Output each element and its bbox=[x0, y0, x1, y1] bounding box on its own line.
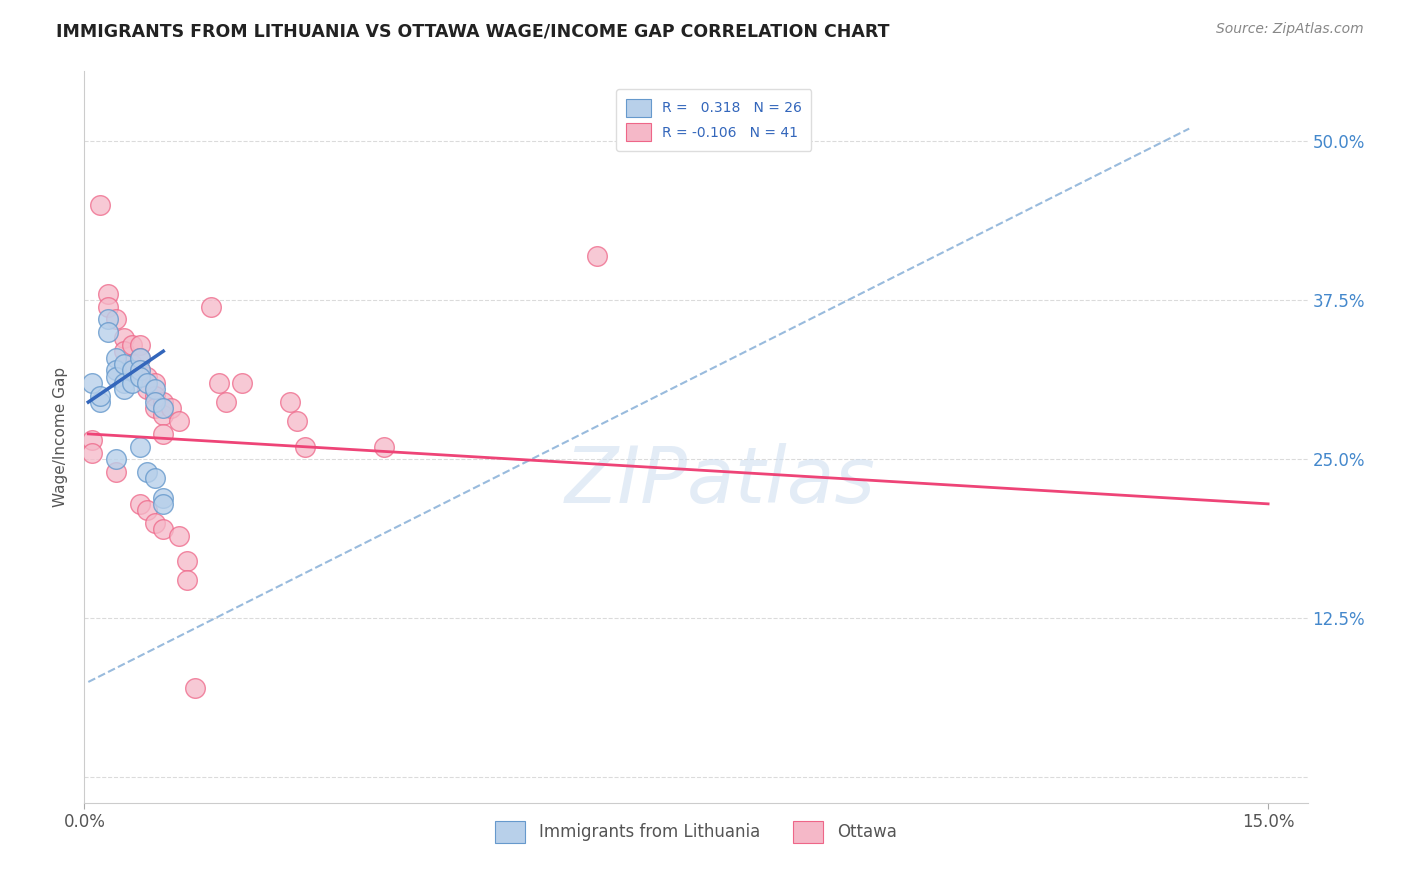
Point bbox=[152, 395, 174, 409]
Point bbox=[231, 376, 253, 390]
Point bbox=[82, 376, 104, 390]
Point bbox=[112, 357, 135, 371]
Point bbox=[136, 376, 159, 390]
Point bbox=[104, 363, 127, 377]
Point bbox=[136, 503, 159, 517]
Point bbox=[145, 395, 167, 409]
Point bbox=[82, 446, 104, 460]
Point bbox=[160, 401, 183, 416]
Point bbox=[112, 376, 135, 390]
Point bbox=[89, 198, 111, 212]
Point bbox=[145, 383, 167, 397]
Point bbox=[152, 401, 174, 416]
Point bbox=[89, 389, 111, 403]
Point bbox=[145, 471, 167, 485]
Point bbox=[215, 395, 238, 409]
Point bbox=[104, 452, 127, 467]
Point bbox=[586, 249, 609, 263]
Point bbox=[167, 414, 190, 428]
Point bbox=[136, 383, 159, 397]
Point bbox=[128, 363, 150, 377]
Point bbox=[152, 522, 174, 536]
Point bbox=[136, 465, 159, 479]
Point bbox=[104, 465, 127, 479]
Point bbox=[287, 414, 309, 428]
Point bbox=[104, 369, 127, 384]
Point bbox=[145, 389, 167, 403]
Point bbox=[207, 376, 229, 390]
Point bbox=[121, 338, 143, 352]
Point bbox=[97, 300, 120, 314]
Legend: Immigrants from Lithuania, Ottawa: Immigrants from Lithuania, Ottawa bbox=[489, 814, 903, 849]
Text: ZIPatlas: ZIPatlas bbox=[565, 443, 876, 519]
Point bbox=[128, 338, 150, 352]
Point bbox=[128, 369, 150, 384]
Point bbox=[97, 312, 120, 326]
Point bbox=[121, 363, 143, 377]
Point bbox=[373, 440, 395, 454]
Point bbox=[104, 312, 127, 326]
Text: IMMIGRANTS FROM LITHUANIA VS OTTAWA WAGE/INCOME GAP CORRELATION CHART: IMMIGRANTS FROM LITHUANIA VS OTTAWA WAGE… bbox=[56, 22, 890, 40]
Text: Source: ZipAtlas.com: Source: ZipAtlas.com bbox=[1216, 22, 1364, 37]
Point bbox=[97, 287, 120, 301]
Point bbox=[104, 351, 127, 365]
Point bbox=[167, 529, 190, 543]
Point bbox=[121, 357, 143, 371]
Point bbox=[128, 351, 150, 365]
Point bbox=[184, 681, 207, 696]
Point bbox=[89, 395, 111, 409]
Y-axis label: Wage/Income Gap: Wage/Income Gap bbox=[53, 367, 69, 508]
Point bbox=[278, 395, 301, 409]
Point bbox=[112, 331, 135, 345]
Point bbox=[128, 351, 150, 365]
Point bbox=[152, 497, 174, 511]
Point bbox=[128, 497, 150, 511]
Point bbox=[112, 383, 135, 397]
Point bbox=[200, 300, 222, 314]
Point bbox=[97, 325, 120, 339]
Point bbox=[128, 363, 150, 377]
Point bbox=[145, 516, 167, 530]
Point bbox=[121, 376, 143, 390]
Point bbox=[176, 573, 198, 587]
Point bbox=[145, 376, 167, 390]
Point bbox=[176, 554, 198, 568]
Point bbox=[152, 491, 174, 505]
Point bbox=[128, 440, 150, 454]
Point bbox=[82, 434, 104, 448]
Point bbox=[145, 401, 167, 416]
Point bbox=[294, 440, 316, 454]
Point bbox=[136, 369, 159, 384]
Point bbox=[152, 408, 174, 422]
Point bbox=[112, 344, 135, 359]
Point bbox=[152, 426, 174, 441]
